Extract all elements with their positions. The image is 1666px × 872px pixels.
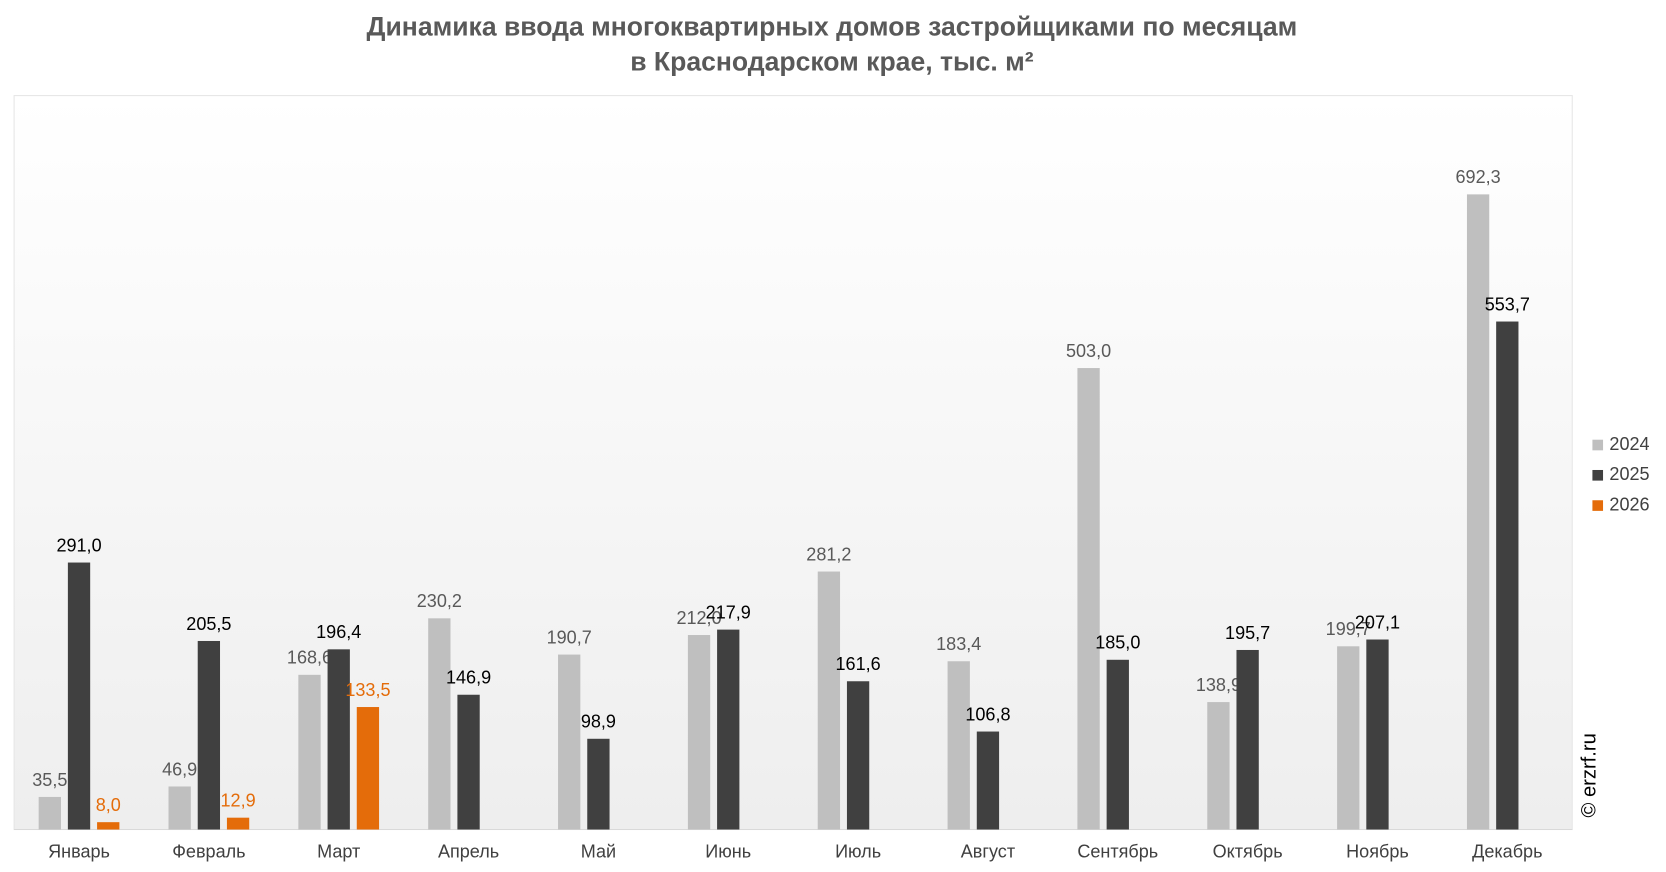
bar <box>67 562 91 830</box>
data-label: 161,6 <box>836 654 881 674</box>
bar <box>558 654 581 830</box>
legend-label: 2025 <box>1609 464 1649 484</box>
x-tick-label: Июль <box>835 842 881 862</box>
x-tick-label: Декабрь <box>1472 842 1542 862</box>
bar <box>1496 321 1519 830</box>
data-label: 146,9 <box>446 668 491 688</box>
watermark: © erzrf.ru <box>1579 733 1601 817</box>
bar <box>976 731 1000 830</box>
x-tick-label: Сентябрь <box>1077 842 1158 862</box>
bar <box>687 635 711 830</box>
bar <box>1366 639 1389 830</box>
bar <box>1207 702 1230 830</box>
data-label: 199,7 <box>1326 619 1371 639</box>
legend-label: 2026 <box>1609 494 1649 514</box>
x-tick-label: Январь <box>48 842 110 862</box>
bar <box>298 674 321 830</box>
data-label: 195,7 <box>1225 623 1270 643</box>
legend-swatch <box>1592 469 1604 481</box>
x-tick-label: Февраль <box>172 842 245 862</box>
data-label: 168,6 <box>287 648 332 668</box>
chart-title: Динамика ввода многоквартирных домов зас… <box>367 12 1298 42</box>
data-label: 46,9 <box>162 759 197 779</box>
legend-swatch <box>1592 439 1604 451</box>
data-label: 207,1 <box>1355 612 1400 632</box>
x-tick-label: Май <box>581 842 616 862</box>
legend-swatch <box>1592 500 1604 511</box>
bar <box>817 571 841 830</box>
data-label: 185,0 <box>1095 633 1140 653</box>
bar <box>168 786 191 830</box>
bar <box>428 618 451 830</box>
legend-label: 2024 <box>1609 434 1649 454</box>
data-label: 503,0 <box>1066 341 1111 361</box>
data-label: 217,9 <box>706 602 751 622</box>
bar <box>457 694 480 830</box>
data-label: 692,3 <box>1456 167 1501 187</box>
bar <box>327 649 350 830</box>
data-label: 183,4 <box>936 634 981 654</box>
x-tick-label: Август <box>961 842 1015 862</box>
chart-title: в Краснодарском крае, тыс. м² <box>630 47 1034 77</box>
data-label: 553,7 <box>1485 294 1530 314</box>
data-label: 8,0 <box>96 795 121 815</box>
data-label: 196,4 <box>316 622 361 642</box>
bar <box>1337 646 1360 830</box>
bar <box>1466 194 1490 830</box>
bar <box>717 629 740 830</box>
bar <box>97 822 120 830</box>
bar <box>1106 659 1129 830</box>
bar <box>846 681 870 830</box>
bar <box>197 640 221 830</box>
x-tick-label: Июнь <box>705 842 751 862</box>
data-label: 230,2 <box>417 591 462 611</box>
x-tick-label: Апрель <box>438 842 499 862</box>
data-label: 106,8 <box>965 704 1010 724</box>
bar <box>947 661 970 830</box>
plot-area <box>13 95 1573 831</box>
bar <box>1077 368 1100 830</box>
bar <box>1236 649 1259 830</box>
data-label: 281,2 <box>806 544 851 564</box>
data-label: 190,7 <box>547 627 592 647</box>
data-label: 98,9 <box>581 712 616 732</box>
data-label: 12,9 <box>221 791 256 811</box>
x-tick-label: Ноябрь <box>1346 842 1409 862</box>
data-label: 291,0 <box>56 535 101 555</box>
bar <box>38 796 61 830</box>
x-tick-label: Март <box>317 842 360 862</box>
bar <box>356 707 380 830</box>
data-label: 205,5 <box>186 614 231 634</box>
data-label: 35,5 <box>32 770 67 790</box>
bar <box>226 817 250 830</box>
data-label: 133,5 <box>345 680 390 700</box>
data-label: 212,0 <box>676 608 721 628</box>
bar <box>587 738 610 830</box>
x-tick-label: Октябрь <box>1213 842 1283 862</box>
data-label: 138,9 <box>1196 675 1241 695</box>
